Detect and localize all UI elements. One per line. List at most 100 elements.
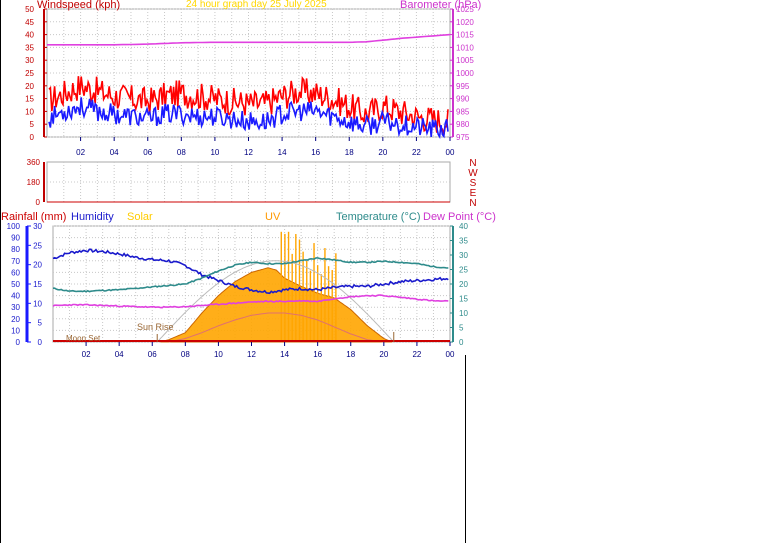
humidity-tick-label: 50 bbox=[11, 280, 20, 289]
time-tick-label: 20 bbox=[378, 148, 387, 157]
rain-tick-label: 10 bbox=[33, 299, 42, 308]
time-tick-label: 04 bbox=[110, 148, 119, 157]
wind-tick-label: 35 bbox=[25, 43, 34, 52]
humidity-label: Humidity bbox=[71, 211, 114, 223]
wind-tick-label: 5 bbox=[30, 120, 35, 129]
humidity-tick-label: 100 bbox=[7, 222, 21, 231]
temp-tick-label: 20 bbox=[459, 280, 468, 289]
humidity-tick-label: 30 bbox=[11, 303, 20, 312]
time-tick-label: 08 bbox=[181, 350, 190, 359]
compass-label: N bbox=[469, 158, 476, 169]
temp-time-axis: 02 04 06 08 10 12 14 16 18 20 22 00 bbox=[82, 342, 455, 359]
humidity-line bbox=[52, 248, 449, 295]
humidity-tick-label: 40 bbox=[11, 292, 20, 301]
wind-axis: 0 5 10 15 20 25 30 35 40 45 50 bbox=[25, 5, 47, 142]
wind-axis-title: Windspeed (kph) bbox=[37, 0, 120, 11]
temp-tick-label: 40 bbox=[459, 222, 468, 231]
compass-label: S bbox=[470, 178, 477, 189]
time-tick-label: 14 bbox=[278, 148, 287, 157]
wind-tick-label: 40 bbox=[25, 31, 34, 40]
frame-right-border bbox=[465, 355, 466, 543]
temp-tick-label: 30 bbox=[459, 251, 468, 260]
time-tick-label: 08 bbox=[177, 148, 186, 157]
time-tick-label: 00 bbox=[446, 148, 455, 157]
direction-grid bbox=[47, 162, 450, 202]
time-tick-label: 16 bbox=[313, 350, 322, 359]
compass-label: N bbox=[469, 198, 476, 209]
rain-tick-label: 25 bbox=[33, 241, 42, 250]
rain-label: Rainfall (mm) bbox=[1, 211, 66, 223]
time-tick-label: 10 bbox=[214, 350, 223, 359]
temp-tick-label: 5 bbox=[459, 324, 464, 333]
wind-tick-label: 10 bbox=[25, 107, 34, 116]
uv-line bbox=[168, 312, 384, 343]
temp-tick-label: 10 bbox=[459, 309, 468, 318]
humidity-tick-label: 80 bbox=[11, 245, 20, 254]
time-tick-label: 22 bbox=[412, 148, 421, 157]
direction-axis: 0 180 360 bbox=[27, 158, 45, 207]
dewpoint-line bbox=[52, 294, 449, 309]
sun-elevation-curve bbox=[156, 260, 393, 343]
time-tick-label: 06 bbox=[148, 350, 157, 359]
humidity-axis: 0 10 20 30 40 50 60 70 80 90 100 bbox=[7, 222, 21, 347]
rain-tick-label: 15 bbox=[33, 280, 42, 289]
humidity-tick-label: 10 bbox=[11, 326, 20, 335]
wind-time-axis: 02 04 06 08 10 12 14 16 18 20 22 00 bbox=[76, 137, 455, 157]
compass-label: E bbox=[470, 188, 477, 199]
wind-tick-label: 45 bbox=[25, 18, 34, 27]
time-tick-label: 06 bbox=[143, 148, 152, 157]
baro-tick-label: 1010 bbox=[456, 43, 474, 52]
time-tick-label: 04 bbox=[115, 350, 124, 359]
rain-tick-label: 5 bbox=[38, 319, 43, 328]
compass-label: W bbox=[468, 168, 478, 179]
humidity-tick-label: 20 bbox=[11, 315, 20, 324]
time-tick-label: 14 bbox=[280, 350, 289, 359]
wind-tick-label: 50 bbox=[25, 5, 34, 14]
wind-grid bbox=[47, 8, 450, 138]
baro-tick-label: 995 bbox=[456, 82, 470, 91]
time-tick-label: 12 bbox=[244, 148, 253, 157]
baro-tick-label: 1005 bbox=[456, 56, 474, 65]
baro-tick-label: 985 bbox=[456, 107, 470, 116]
humidity-tick-label: 70 bbox=[11, 257, 20, 266]
rain-axis: 0 5 10 15 20 25 30 bbox=[25, 222, 43, 347]
baro-tick-label: 975 bbox=[456, 133, 470, 142]
temp-tick-label: 15 bbox=[459, 295, 468, 304]
date-title: 24 hour graph day 25 July 2025 bbox=[186, 0, 327, 10]
baro-tick-label: 1020 bbox=[456, 18, 474, 27]
temp-axis: 0 5 10 15 20 25 30 35 40 bbox=[450, 222, 468, 347]
baro-line bbox=[47, 33, 451, 46]
baro-tick-label: 1025 bbox=[456, 5, 474, 14]
temp-tick-label: 0 bbox=[459, 338, 464, 347]
time-tick-label: 18 bbox=[345, 148, 354, 157]
humidity-tick-label: 90 bbox=[11, 234, 20, 243]
direction-tick-label: 180 bbox=[27, 178, 41, 187]
humidity-tick-label: 0 bbox=[16, 338, 21, 347]
baro-tick-label: 1015 bbox=[456, 31, 474, 40]
moonset-annotation: Moon Set bbox=[66, 334, 101, 343]
baro-tick-label: 1000 bbox=[456, 69, 474, 78]
wind-tick-label: 25 bbox=[25, 69, 34, 78]
time-tick-label: 12 bbox=[247, 350, 256, 359]
temp-tick-label: 35 bbox=[459, 237, 468, 246]
dewpoint-label: Dew Point (°C) bbox=[423, 211, 496, 223]
time-tick-label: 16 bbox=[311, 148, 320, 157]
time-tick-label: 22 bbox=[412, 350, 421, 359]
sunrise-annotation: Sun Rise bbox=[137, 322, 174, 332]
time-tick-label: 20 bbox=[379, 350, 388, 359]
baro-axis: 975 980 985 990 995 1000 1005 1010 1015 1020 1025 bbox=[450, 5, 474, 142]
rain-tick-label: 20 bbox=[33, 261, 42, 270]
wind-tick-label: 0 bbox=[30, 133, 35, 142]
frame-left-border bbox=[0, 0, 1, 543]
time-tick-label: 10 bbox=[210, 148, 219, 157]
solar-label: Solar bbox=[127, 211, 153, 223]
temperature-line bbox=[53, 257, 449, 293]
direction-tick-label: 360 bbox=[27, 158, 41, 167]
time-tick-label: 18 bbox=[346, 350, 355, 359]
wind-tick-label: 15 bbox=[25, 95, 34, 104]
baro-axis-title: Barometer (hPa) bbox=[400, 0, 481, 11]
wind-tick-label: 20 bbox=[25, 82, 34, 91]
temp-panel: 0 10 20 30 40 50 60 70 80 90 100 0 5 10 15 20 25 30 0 5 10… bbox=[1, 211, 496, 359]
